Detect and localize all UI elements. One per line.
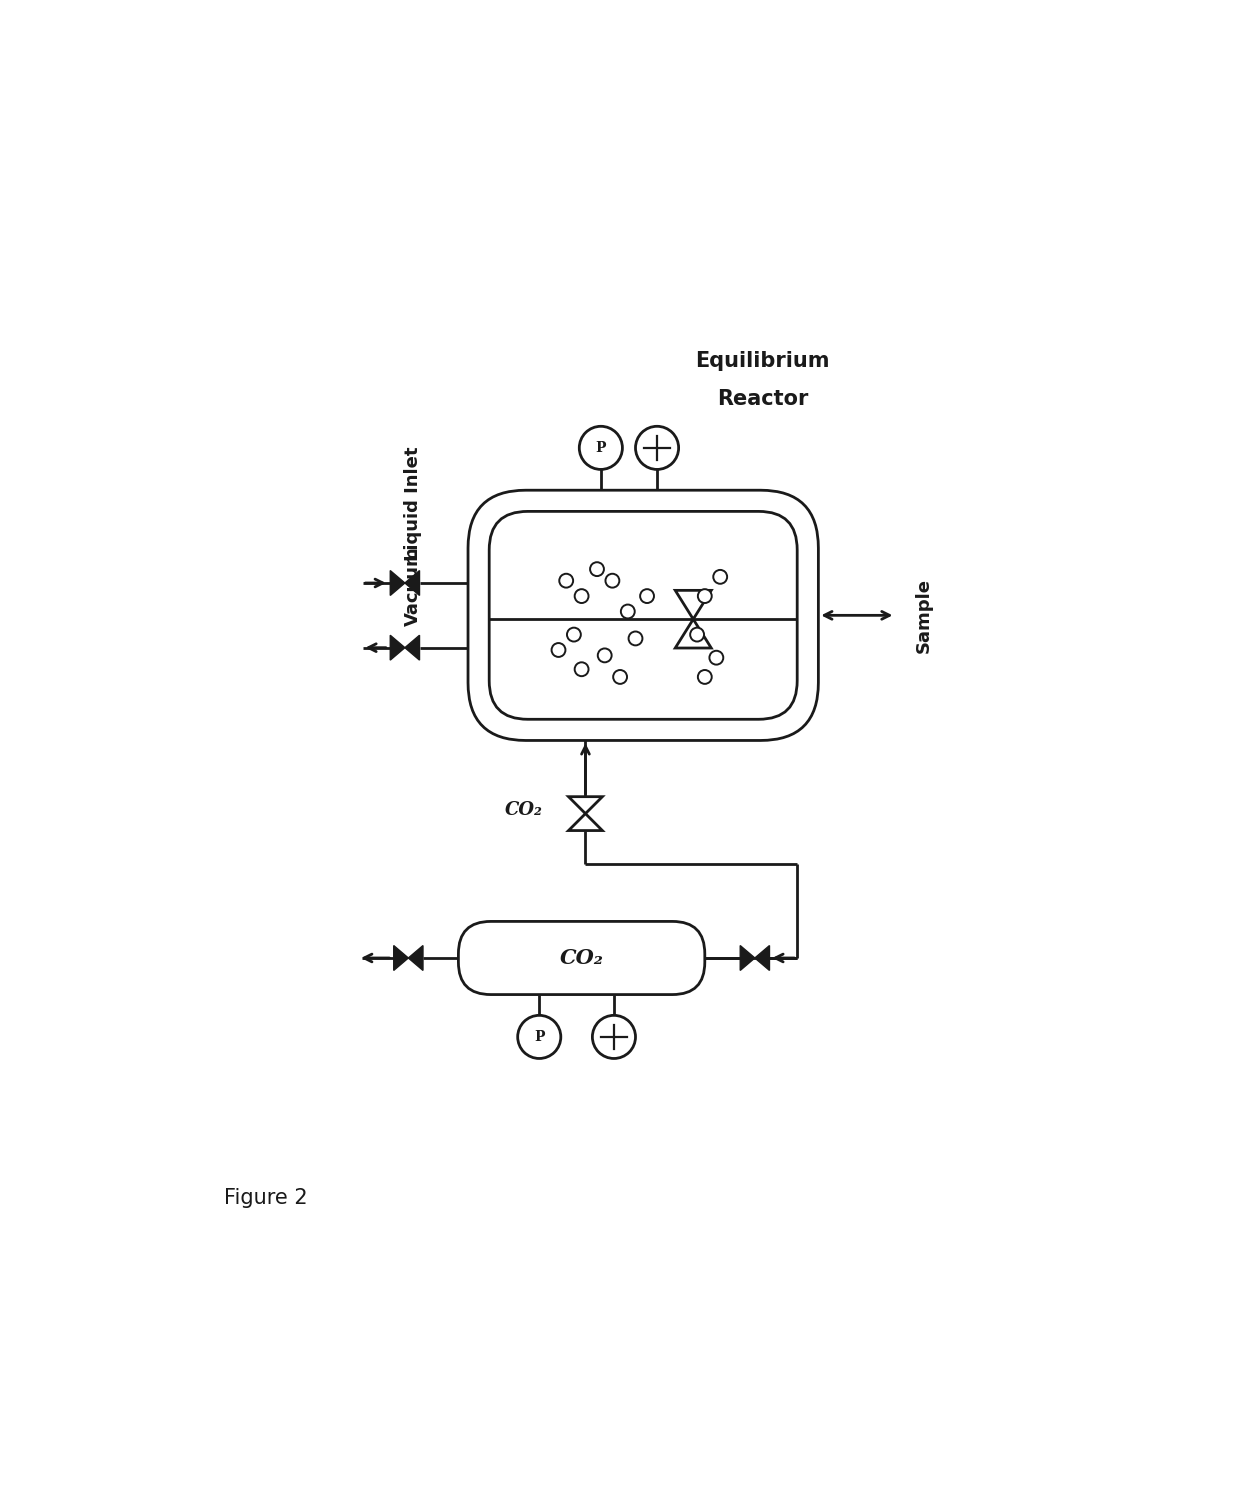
- Circle shape: [709, 651, 723, 664]
- Polygon shape: [676, 619, 712, 648]
- Text: CO₂: CO₂: [559, 948, 604, 968]
- Polygon shape: [676, 591, 712, 619]
- FancyBboxPatch shape: [459, 922, 704, 995]
- Circle shape: [598, 648, 611, 663]
- Text: Reactor: Reactor: [717, 389, 808, 410]
- FancyBboxPatch shape: [467, 491, 818, 741]
- Polygon shape: [391, 636, 405, 660]
- Polygon shape: [568, 797, 603, 814]
- Circle shape: [621, 604, 635, 618]
- Text: Vacuum: Vacuum: [403, 546, 422, 627]
- Polygon shape: [568, 814, 603, 830]
- Circle shape: [640, 589, 653, 603]
- Polygon shape: [740, 945, 755, 971]
- Text: P: P: [534, 1029, 544, 1044]
- FancyBboxPatch shape: [490, 512, 797, 720]
- Circle shape: [517, 1016, 560, 1059]
- Text: CO₂: CO₂: [505, 800, 543, 818]
- Circle shape: [574, 663, 589, 676]
- Text: Liquid Inlet: Liquid Inlet: [403, 447, 422, 561]
- Circle shape: [590, 562, 604, 576]
- Circle shape: [698, 589, 712, 603]
- Circle shape: [629, 631, 642, 645]
- Circle shape: [605, 574, 619, 588]
- Circle shape: [567, 628, 580, 642]
- Circle shape: [579, 426, 622, 470]
- Circle shape: [574, 589, 589, 603]
- Circle shape: [613, 670, 627, 684]
- Circle shape: [593, 1016, 635, 1059]
- Circle shape: [698, 670, 712, 684]
- Polygon shape: [391, 570, 405, 595]
- Text: Figure 2: Figure 2: [223, 1188, 308, 1209]
- Polygon shape: [755, 945, 770, 971]
- Text: Equilibrium: Equilibrium: [696, 352, 830, 371]
- Polygon shape: [405, 570, 419, 595]
- Circle shape: [691, 628, 704, 642]
- Polygon shape: [405, 636, 419, 660]
- Circle shape: [635, 426, 678, 470]
- Circle shape: [713, 570, 727, 583]
- Text: P: P: [595, 441, 606, 455]
- Circle shape: [552, 643, 565, 657]
- Polygon shape: [408, 945, 423, 971]
- Text: Sample: Sample: [915, 577, 932, 652]
- Circle shape: [559, 574, 573, 588]
- Polygon shape: [394, 945, 408, 971]
